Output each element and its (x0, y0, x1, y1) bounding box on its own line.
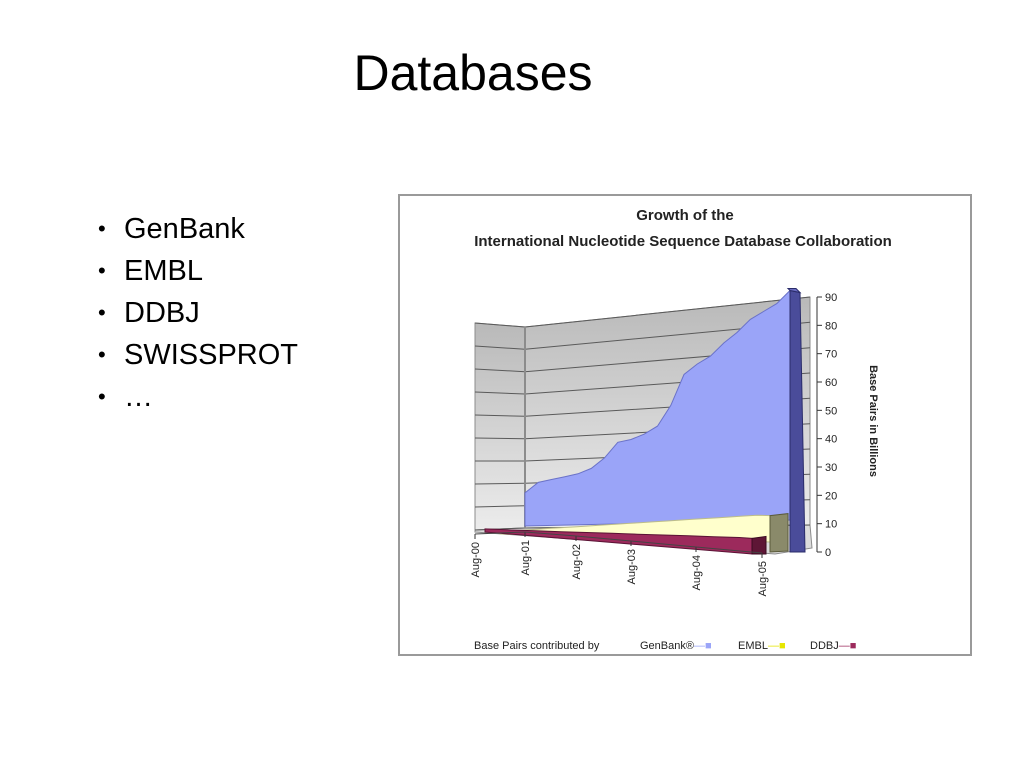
bullet-text: … (124, 381, 153, 413)
chart-legend: Base Pairs contributed by GenBank®—■ EMB… (474, 640, 856, 652)
bullet-mark: • (98, 216, 106, 241)
legend-entry-embl: EMBL—■ (738, 640, 786, 652)
legend-entry-ddbj: DDBJ—■ (810, 640, 856, 652)
legend-label: GenBank® (640, 640, 694, 652)
left-wall (474, 322, 526, 531)
bullet-item-ellipsis: •… (98, 376, 298, 418)
legend-swatch-embl: —■ (768, 640, 786, 652)
series-genbank-top (786, 288, 802, 294)
legend-swatch-ddbj: —■ (839, 640, 857, 652)
y-tick-label-70: 70 (825, 349, 837, 361)
y-tick-label-50: 50 (825, 405, 837, 417)
legend-label: EMBL (738, 640, 768, 652)
bullet-text: GenBank (124, 213, 245, 245)
chart-title: Growth of the (636, 207, 734, 224)
x-tick-label-Aug-01: Aug-01 (520, 540, 532, 575)
y-axis: 0 10 20 30 40 50 60 70 80 90 (816, 292, 837, 559)
chart-series (484, 288, 806, 555)
bullet-mark: • (98, 384, 106, 409)
y-tick-label-40: 40 (825, 434, 837, 446)
x-tick-label-Aug-05: Aug-05 (757, 561, 769, 596)
bullet-mark: • (98, 342, 106, 367)
series-embl-side (769, 513, 789, 553)
y-tick-label-10: 10 (825, 519, 837, 531)
bullet-mark: • (98, 300, 106, 325)
y-tick-label-30: 30 (825, 462, 837, 474)
series-genbank-area (524, 289, 791, 527)
legend-entry-genbank: GenBank®—■ (640, 640, 712, 652)
legend-label: DDBJ (810, 640, 839, 652)
chart-subtitle: International Nucleotide Sequence Databa… (474, 233, 892, 250)
slide-title: Databases (353, 45, 593, 101)
y-tick-label-60: 60 (825, 377, 837, 389)
y-tick-label-90: 90 (825, 292, 837, 304)
bullet-item-ddbj: • DDBJ (98, 292, 298, 334)
chart-figure: 0 10 20 30 40 50 60 70 80 90 Aug-00 Aug-01 Aug-02 Au… (398, 194, 972, 656)
legend-swatch-genbank: —■ (694, 640, 712, 652)
y-tick-label-80: 80 (825, 320, 837, 332)
bullet-text: DDBJ (124, 297, 200, 329)
x-tick-label-Aug-00: Aug-00 (470, 542, 482, 577)
x-tick-label-Aug-04: Aug-04 (691, 555, 703, 590)
x-tick-label-Aug-03: Aug-03 (626, 549, 638, 584)
bullet-item-swissprot: • SWISSPROT (98, 334, 298, 376)
x-axis-line (474, 531, 763, 554)
bullet-item-embl: • EMBL (98, 250, 298, 292)
y-tick-label-0: 0 (825, 547, 831, 559)
y-axis-label: Base Pairs in Billions (867, 365, 879, 477)
series-ddbj-side (751, 535, 767, 555)
bullet-text: EMBL (124, 255, 203, 287)
bullet-text: SWISSPROT (124, 339, 299, 371)
series-ddbj-area (484, 528, 753, 555)
legend-prefix: Base Pairs contributed by (474, 640, 600, 652)
x-axis: Aug-00 Aug-01 Aug-02 Aug-03 Aug-04 Aug-05 (470, 531, 769, 596)
bullet-mark: • (98, 258, 106, 283)
bullet-list: • GenBank • EMBL • DDBJ • SWISSPROT •… (98, 208, 298, 418)
y-tick-label-20: 20 (825, 490, 837, 502)
bullet-item-genbank: • GenBank (98, 208, 298, 250)
x-tick-label-Aug-02: Aug-02 (571, 544, 583, 579)
